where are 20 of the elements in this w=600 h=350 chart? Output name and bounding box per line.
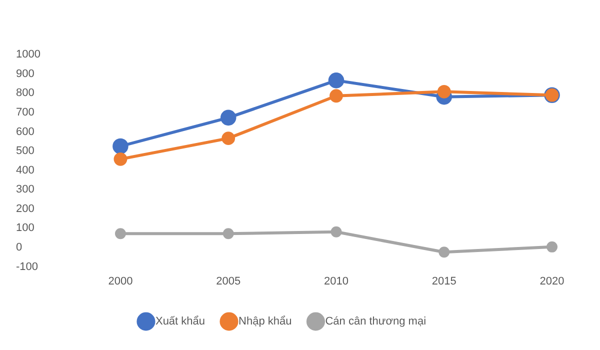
x-tick-label: 2020 — [540, 275, 564, 288]
x-tick-label: 2000 — [108, 275, 133, 288]
y-tick-label: 300 — [16, 184, 34, 196]
legend-label: Xuất khẩu — [155, 316, 206, 328]
legend-label: Cán cân thương mại — [325, 316, 426, 328]
y-tick-label: 200 — [16, 202, 34, 215]
x-tick-label: 2015 — [432, 275, 456, 288]
legend-label: Nhập khẩu — [238, 316, 292, 328]
y-tick-label: 400 — [16, 164, 34, 176]
x-tick-label: 2005 — [216, 275, 241, 288]
y-tick-label: 600 — [16, 126, 34, 138]
y-tick-label: 100 — [16, 222, 34, 234]
y-tick-label: 800 — [16, 87, 34, 100]
y-tick-label: 1000 — [16, 48, 40, 61]
y-tick-label: 500 — [16, 145, 34, 158]
y-tick-label: 0 — [16, 242, 22, 254]
y-tick-label: 900 — [16, 68, 34, 80]
y-tick-label: -100 — [16, 260, 38, 273]
y-tick-label: 700 — [16, 106, 34, 119]
x-tick-label: 2010 — [324, 275, 348, 288]
